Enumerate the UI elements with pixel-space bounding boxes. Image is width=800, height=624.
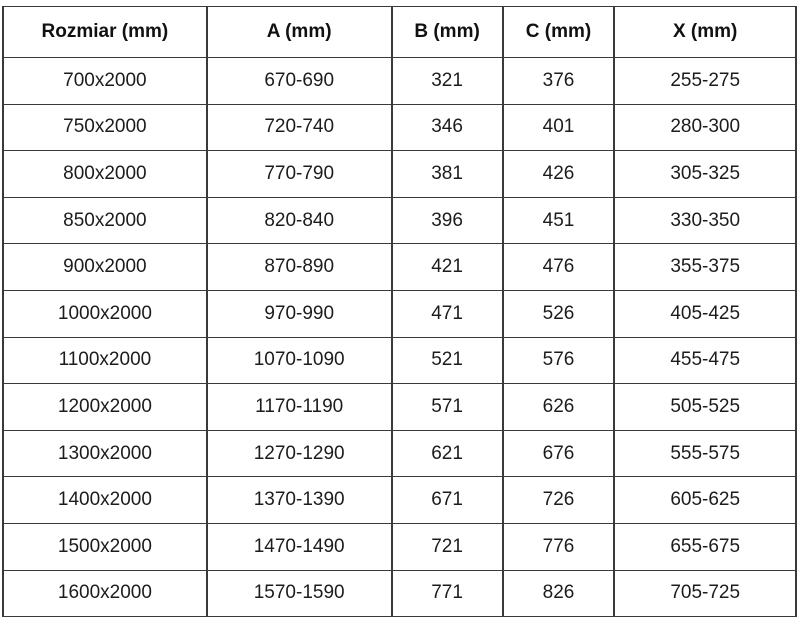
table-cell: 605-625: [613, 476, 797, 524]
header-cell: X (mm): [613, 6, 797, 58]
table-row: 900x2000 870-890 421 476 355-375: [2, 243, 797, 291]
table-cell: 401: [501, 103, 616, 152]
table-row: 1100x2000 1070-1090 521 576 455-475: [2, 336, 797, 385]
table-row: 1600x2000 1570-1590 771 826 705-725: [2, 569, 797, 618]
table-cell: 455-475: [613, 336, 797, 385]
table-row: 1400x2000 1370-1390 671 726 605-625: [2, 476, 797, 524]
table-cell: 1070-1090: [205, 336, 393, 385]
table-cell: 376: [501, 57, 616, 105]
table-cell: 1400x2000: [2, 476, 208, 524]
table-row: 750x2000 720-740 346 401 280-300: [2, 103, 797, 152]
table-cell: 321: [390, 57, 504, 105]
header-cell: B (mm): [390, 6, 504, 58]
header-row: Rozmiar (mm) A (mm) B (mm) C (mm) X (mm): [2, 6, 797, 58]
table-cell: 280-300: [613, 103, 797, 152]
table-row: 1500x2000 1470-1490 721 776 655-675: [2, 522, 797, 571]
table-cell: 826: [501, 569, 616, 618]
table-cell: 396: [390, 196, 504, 245]
table-cell: 800x2000: [2, 150, 208, 198]
table-cell: 1270-1290: [205, 429, 393, 478]
table-cell: 770-790: [205, 150, 393, 198]
table-cell: 305-325: [613, 150, 797, 198]
table-cell: 1500x2000: [2, 522, 208, 571]
table-cell: 621: [390, 429, 504, 478]
table-cell: 471: [390, 289, 504, 338]
table-cell: 1470-1490: [205, 522, 393, 571]
table-cell: 426: [501, 150, 616, 198]
table-cell: 505-525: [613, 383, 797, 431]
table-cell: 451: [501, 196, 616, 245]
header-cell: A (mm): [205, 6, 393, 58]
table-cell: 671: [390, 476, 504, 524]
table-cell: 571: [390, 383, 504, 431]
table-cell: 670-690: [205, 57, 393, 105]
table-cell: 1370-1390: [205, 476, 393, 524]
header-cell: Rozmiar (mm): [2, 6, 208, 58]
table-cell: 771: [390, 569, 504, 618]
table-body: 700x2000 670-690 321 376 255-275 750x2000 720-…: [2, 57, 797, 618]
size-spec-table: Rozmiar (mm) A (mm) B (mm) C (mm) X (mm) 700…: [2, 6, 797, 618]
table-cell: 655-675: [613, 522, 797, 571]
table-cell: 705-725: [613, 569, 797, 618]
table-cell: 1000x2000: [2, 289, 208, 338]
table-cell: 526: [501, 289, 616, 338]
table-cell: 870-890: [205, 243, 393, 291]
table-row: 850x2000 820-840 396 451 330-350: [2, 196, 797, 245]
table-row: 1200x2000 1170-1190 571 626 505-525: [2, 383, 797, 431]
table-cell: 721: [390, 522, 504, 571]
table-cell: 726: [501, 476, 616, 524]
table-cell: 1600x2000: [2, 569, 208, 618]
table-header: Rozmiar (mm) A (mm) B (mm) C (mm) X (mm): [2, 6, 797, 58]
table-cell: 555-575: [613, 429, 797, 478]
table-row: 700x2000 670-690 321 376 255-275: [2, 57, 797, 105]
table-cell: 476: [501, 243, 616, 291]
table-cell: 405-425: [613, 289, 797, 338]
table-cell: 1300x2000: [2, 429, 208, 478]
table-cell: 255-275: [613, 57, 797, 105]
table-cell: 1100x2000: [2, 336, 208, 385]
table-cell: 1170-1190: [205, 383, 393, 431]
table-cell: 1200x2000: [2, 383, 208, 431]
table-cell: 820-840: [205, 196, 393, 245]
table-cell: 346: [390, 103, 504, 152]
table-cell: 776: [501, 522, 616, 571]
table-cell: 720-740: [205, 103, 393, 152]
table-row: 800x2000 770-790 381 426 305-325: [2, 150, 797, 198]
table-cell: 330-350: [613, 196, 797, 245]
table-cell: 1570-1590: [205, 569, 393, 618]
table-cell: 355-375: [613, 243, 797, 291]
table-cell: 421: [390, 243, 504, 291]
header-cell: C (mm): [501, 6, 616, 58]
table-row: 1300x2000 1270-1290 621 676 555-575: [2, 429, 797, 478]
table-cell: 381: [390, 150, 504, 198]
table-cell: 900x2000: [2, 243, 208, 291]
table-row: 1000x2000 970-990 471 526 405-425: [2, 289, 797, 338]
table-cell: 521: [390, 336, 504, 385]
table-cell: 676: [501, 429, 616, 478]
table-cell: 700x2000: [2, 57, 208, 105]
table-cell: 970-990: [205, 289, 393, 338]
table-cell: 626: [501, 383, 616, 431]
table-cell: 576: [501, 336, 616, 385]
table-cell: 850x2000: [2, 196, 208, 245]
table-cell: 750x2000: [2, 103, 208, 152]
